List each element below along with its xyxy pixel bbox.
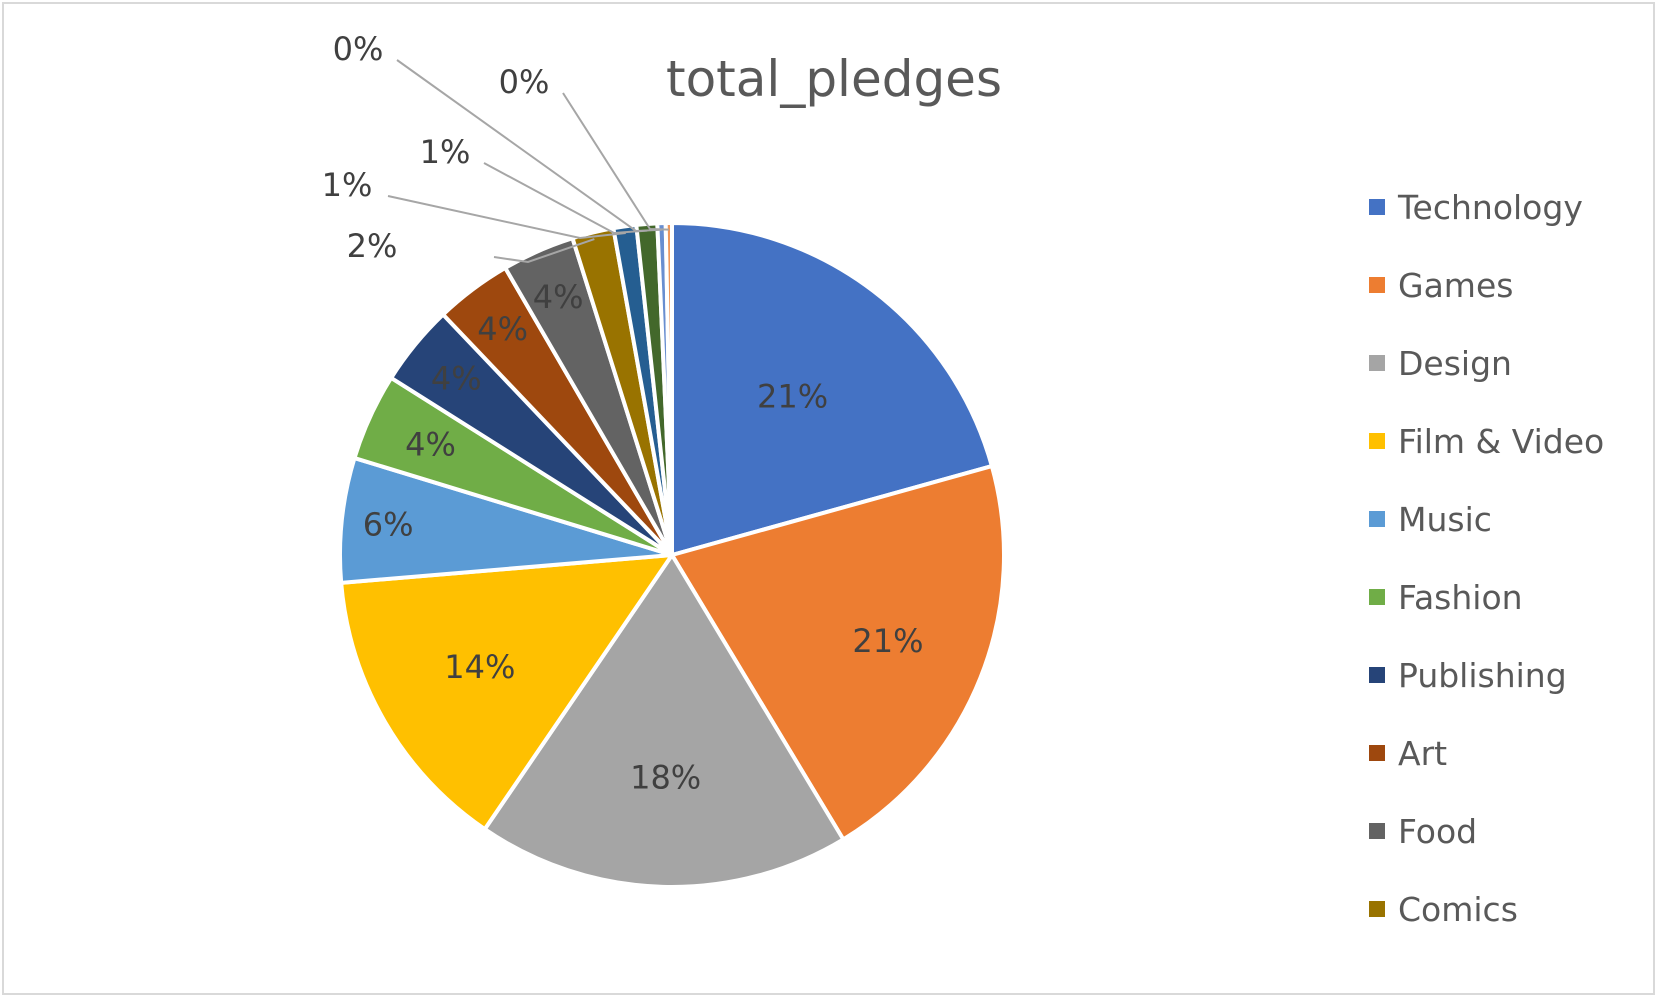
legend-swatch-games [1369,277,1385,293]
data-label-film-video: 14% [444,648,515,686]
data-label-technology: 21% [757,377,828,415]
data-label-other-13: 0% [499,63,550,101]
data-label-publishing: 4% [431,359,482,397]
data-labels: 21%21%18%14%6%4%4%4%4%2%1%1%0%0% [322,30,924,796]
legend-label-comics: Comics [1398,890,1518,929]
legend-label-food: Food [1398,812,1477,851]
leader-lines [387,59,669,264]
legend-swatch-publishing [1369,667,1385,683]
legend-swatch-food [1369,823,1385,839]
legend: Technology Games Design Film & Video Music Fa… [1369,188,1604,929]
leader-line-comics [493,238,595,264]
legend-swatch-fashion [1369,589,1385,605]
data-label-other-11: 1% [420,133,471,171]
data-label-fashion: 4% [405,425,456,463]
data-label-games: 21% [852,622,923,660]
legend-swatch-film-video [1369,433,1385,449]
chart-title: total_pledges [666,50,1002,108]
pie-slice-technology [670,220,995,558]
legend-swatch-art [1369,745,1385,761]
legend-label-fashion: Fashion [1398,578,1523,617]
pie-slice-games [668,463,1006,843]
legend-swatch-technology [1369,199,1385,215]
pie-slice-music [338,455,673,586]
pie-slice-other-13 [663,220,674,556]
data-label-music: 6% [363,506,414,544]
data-label-art: 4% [477,310,528,348]
legend-label-technology: Technology [1397,188,1583,227]
legend-label-art: Art [1398,734,1447,773]
legend-swatch-music [1369,511,1385,527]
data-label-comics: 2% [347,227,398,265]
pie-slice-design [481,551,847,889]
leader-line-other-12 [396,59,662,233]
legend-label-design: Design [1398,344,1512,383]
legend-label-games: Games [1398,266,1513,305]
pie-slices [338,220,1006,889]
legend-label-music: Music [1398,500,1492,539]
legend-label-film-video: Film & Video [1398,422,1604,461]
pie-slice-film-video [339,552,677,832]
leader-line-other-13 [562,92,669,231]
data-label-food: 4% [533,278,584,316]
data-label-design: 18% [630,758,701,796]
legend-swatch-design [1369,355,1385,371]
legend-label-publishing: Publishing [1398,656,1567,695]
data-label-other-12: 0% [333,30,384,68]
legend-swatch-comics [1369,901,1385,917]
data-label-other-10: 1% [322,166,373,204]
leader-line-other-10 [387,195,626,240]
